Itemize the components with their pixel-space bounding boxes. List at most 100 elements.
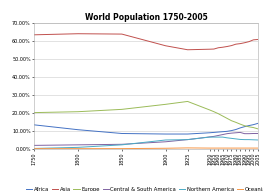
- Asia: [225, 45, 229, 48]
- Central & South America: [186, 138, 189, 141]
- Northern America: [247, 138, 251, 141]
- Northern America: [164, 139, 167, 141]
- Oceania: [120, 147, 123, 150]
- Oceania: [221, 147, 224, 149]
- Northern America: [212, 136, 215, 138]
- Line: Northern America: Northern America: [34, 137, 258, 148]
- Oceania: [225, 147, 229, 149]
- Oceania: [247, 147, 251, 149]
- Europe: [243, 125, 246, 127]
- Asia: [252, 39, 255, 41]
- Central & South America: [247, 133, 251, 135]
- Oceania: [256, 147, 259, 149]
- Africa: [186, 133, 189, 135]
- Oceania: [243, 147, 246, 149]
- Central & South America: [208, 136, 211, 138]
- Oceania: [252, 147, 255, 149]
- Asia: [247, 40, 251, 43]
- Europe: [252, 126, 255, 129]
- Europe: [217, 112, 220, 115]
- Northern America: [252, 139, 255, 141]
- Europe: [234, 121, 237, 123]
- Line: Central & South America: Central & South America: [34, 132, 258, 145]
- Central & South America: [252, 132, 255, 135]
- Africa: [230, 129, 233, 132]
- Oceania: [33, 147, 36, 150]
- Asia: [208, 48, 211, 50]
- Northern America: [120, 144, 123, 146]
- Europe: [120, 108, 123, 111]
- Northern America: [239, 138, 242, 141]
- Central & South America: [120, 143, 123, 145]
- Central & South America: [217, 134, 220, 137]
- Africa: [164, 133, 167, 135]
- Central & South America: [243, 133, 246, 135]
- Europe: [77, 111, 80, 113]
- Europe: [212, 111, 215, 113]
- Africa: [252, 124, 255, 126]
- Africa: [120, 132, 123, 135]
- Northern America: [243, 138, 246, 141]
- Central & South America: [239, 131, 242, 134]
- Europe: [208, 109, 211, 111]
- Oceania: [234, 147, 237, 149]
- Asia: [221, 46, 224, 48]
- Africa: [221, 130, 224, 133]
- Central & South America: [230, 132, 233, 134]
- Europe: [225, 117, 229, 120]
- Asia: [186, 49, 189, 51]
- Central & South America: [256, 132, 259, 135]
- Africa: [212, 131, 215, 134]
- Asia: [234, 43, 237, 45]
- Line: Africa: Africa: [34, 123, 258, 134]
- Northern America: [217, 136, 220, 138]
- Africa: [217, 131, 220, 133]
- Central & South America: [212, 135, 215, 138]
- Africa: [77, 129, 80, 131]
- Northern America: [186, 138, 189, 141]
- Asia: [230, 45, 233, 47]
- Central & South America: [164, 141, 167, 143]
- Africa: [247, 124, 251, 127]
- Northern America: [234, 138, 237, 140]
- Africa: [256, 122, 259, 125]
- Africa: [225, 130, 229, 133]
- Europe: [33, 112, 36, 114]
- Line: Oceania: Oceania: [34, 148, 258, 149]
- Asia: [77, 33, 80, 35]
- Africa: [243, 125, 246, 128]
- Central & South America: [33, 144, 36, 146]
- Northern America: [33, 147, 36, 150]
- Oceania: [217, 147, 220, 149]
- Northern America: [77, 146, 80, 149]
- Oceania: [239, 147, 242, 149]
- Oceania: [164, 147, 167, 149]
- Europe: [256, 128, 259, 130]
- Central & South America: [221, 134, 224, 136]
- Africa: [239, 127, 242, 129]
- Asia: [212, 48, 215, 50]
- Line: Asia: Asia: [34, 34, 258, 50]
- Asia: [120, 33, 123, 35]
- Legend: Africa, Asia, Europe, Central & South America, Northern America, Oceania: Africa, Asia, Europe, Central & South Am…: [26, 187, 263, 191]
- Asia: [256, 38, 259, 41]
- Europe: [239, 123, 242, 125]
- Europe: [230, 120, 233, 122]
- Africa: [208, 132, 211, 134]
- Africa: [234, 128, 237, 131]
- Europe: [186, 100, 189, 103]
- Central & South America: [234, 132, 237, 134]
- Line: Europe: Europe: [34, 101, 258, 129]
- Oceania: [208, 147, 211, 149]
- Northern America: [221, 136, 224, 138]
- Oceania: [212, 147, 215, 149]
- Central & South America: [77, 144, 80, 146]
- Oceania: [230, 147, 233, 149]
- Asia: [217, 47, 220, 49]
- Northern America: [256, 139, 259, 141]
- Africa: [33, 124, 36, 126]
- Northern America: [225, 137, 229, 139]
- Europe: [221, 115, 224, 117]
- Central & South America: [225, 133, 229, 135]
- Oceania: [77, 147, 80, 150]
